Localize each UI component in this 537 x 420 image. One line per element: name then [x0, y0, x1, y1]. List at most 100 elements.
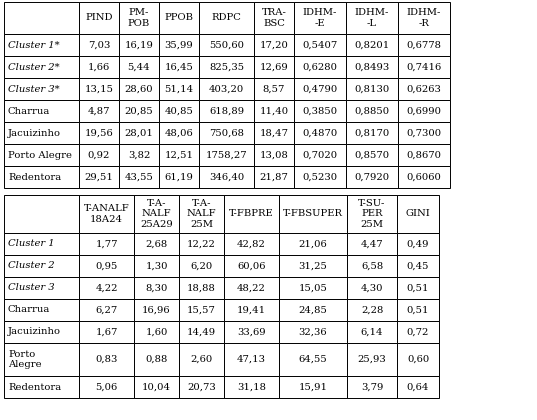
- Text: Cluster 3*: Cluster 3*: [8, 84, 60, 94]
- Text: 750,68: 750,68: [209, 129, 244, 137]
- Bar: [179, 343, 224, 376]
- Bar: [134, 299, 179, 321]
- Text: 0,8570: 0,8570: [354, 150, 389, 160]
- Text: 0,72: 0,72: [407, 328, 429, 336]
- Bar: [224, 195, 279, 233]
- Text: 19,41: 19,41: [237, 305, 266, 315]
- Bar: [4, 78, 79, 100]
- Bar: [134, 343, 179, 376]
- Bar: [398, 122, 450, 144]
- Bar: [398, 166, 450, 188]
- Text: 1,66: 1,66: [88, 63, 110, 71]
- Bar: [199, 56, 254, 78]
- Bar: [134, 277, 179, 299]
- Text: Cluster 1*: Cluster 1*: [8, 40, 60, 50]
- Bar: [119, 122, 159, 144]
- Text: 0,45: 0,45: [407, 262, 429, 270]
- Text: 0,6778: 0,6778: [407, 40, 441, 50]
- Text: 0,92: 0,92: [88, 150, 110, 160]
- Bar: [179, 321, 224, 343]
- Text: Charrua: Charrua: [8, 305, 50, 315]
- Bar: [294, 2, 346, 34]
- Text: 0,3850: 0,3850: [302, 107, 338, 116]
- Bar: [4, 166, 79, 188]
- Bar: [397, 195, 439, 233]
- Text: 1,60: 1,60: [146, 328, 168, 336]
- Text: 4,22: 4,22: [95, 284, 118, 292]
- Text: 2,28: 2,28: [361, 305, 383, 315]
- Text: 31,18: 31,18: [237, 383, 266, 391]
- Bar: [159, 34, 199, 56]
- Bar: [347, 277, 397, 299]
- Text: 0,8850: 0,8850: [354, 107, 389, 116]
- Bar: [79, 277, 134, 299]
- Bar: [119, 166, 159, 188]
- Bar: [159, 56, 199, 78]
- Text: 0,7020: 0,7020: [302, 150, 338, 160]
- Bar: [254, 122, 294, 144]
- Text: 24,85: 24,85: [299, 305, 328, 315]
- Text: 5,44: 5,44: [128, 63, 150, 71]
- Bar: [279, 321, 347, 343]
- Text: 12,69: 12,69: [259, 63, 288, 71]
- Bar: [346, 2, 398, 34]
- Bar: [119, 100, 159, 122]
- Bar: [398, 56, 450, 78]
- Bar: [79, 343, 134, 376]
- Bar: [397, 299, 439, 321]
- Text: 21,06: 21,06: [299, 239, 328, 249]
- Text: T-A-
NALF
25A29: T-A- NALF 25A29: [140, 199, 173, 229]
- Text: 2,68: 2,68: [146, 239, 168, 249]
- Text: 0,49: 0,49: [407, 239, 429, 249]
- Text: 31,25: 31,25: [299, 262, 328, 270]
- Text: 16,96: 16,96: [142, 305, 171, 315]
- Bar: [254, 78, 294, 100]
- Bar: [294, 78, 346, 100]
- Text: 20,85: 20,85: [125, 107, 154, 116]
- Bar: [4, 299, 79, 321]
- Text: 17,20: 17,20: [259, 40, 288, 50]
- Text: IDHM-
-E: IDHM- -E: [303, 8, 337, 28]
- Bar: [346, 34, 398, 56]
- Bar: [4, 343, 79, 376]
- Bar: [279, 299, 347, 321]
- Bar: [134, 195, 179, 233]
- Bar: [4, 100, 79, 122]
- Text: 64,55: 64,55: [299, 355, 328, 364]
- Bar: [79, 299, 134, 321]
- Text: 12,22: 12,22: [187, 239, 216, 249]
- Text: 6,27: 6,27: [96, 305, 118, 315]
- Bar: [4, 144, 79, 166]
- Bar: [279, 376, 347, 398]
- Text: 19,56: 19,56: [85, 129, 113, 137]
- Bar: [254, 144, 294, 166]
- Text: 0,95: 0,95: [95, 262, 118, 270]
- Bar: [294, 166, 346, 188]
- Bar: [119, 144, 159, 166]
- Bar: [347, 233, 397, 255]
- Text: 8,30: 8,30: [146, 284, 168, 292]
- Text: 48,22: 48,22: [237, 284, 266, 292]
- Bar: [397, 277, 439, 299]
- Text: 0,6263: 0,6263: [407, 84, 441, 94]
- Text: 20,73: 20,73: [187, 383, 216, 391]
- Bar: [159, 78, 199, 100]
- Bar: [294, 100, 346, 122]
- Text: 28,60: 28,60: [125, 84, 153, 94]
- Text: 0,51: 0,51: [407, 284, 429, 292]
- Bar: [159, 166, 199, 188]
- Text: 35,99: 35,99: [165, 40, 193, 50]
- Text: Porto
Alegre: Porto Alegre: [8, 350, 42, 369]
- Bar: [224, 255, 279, 277]
- Bar: [199, 34, 254, 56]
- Text: 0,5230: 0,5230: [302, 173, 338, 181]
- Bar: [199, 122, 254, 144]
- Text: 1,30: 1,30: [145, 262, 168, 270]
- Text: Jacuizinho: Jacuizinho: [8, 328, 61, 336]
- Text: 0,4870: 0,4870: [302, 129, 338, 137]
- Text: 0,8670: 0,8670: [407, 150, 441, 160]
- Text: 16,45: 16,45: [164, 63, 193, 71]
- Bar: [79, 144, 119, 166]
- Text: Porto Alegre: Porto Alegre: [8, 150, 72, 160]
- Text: 2,60: 2,60: [191, 355, 213, 364]
